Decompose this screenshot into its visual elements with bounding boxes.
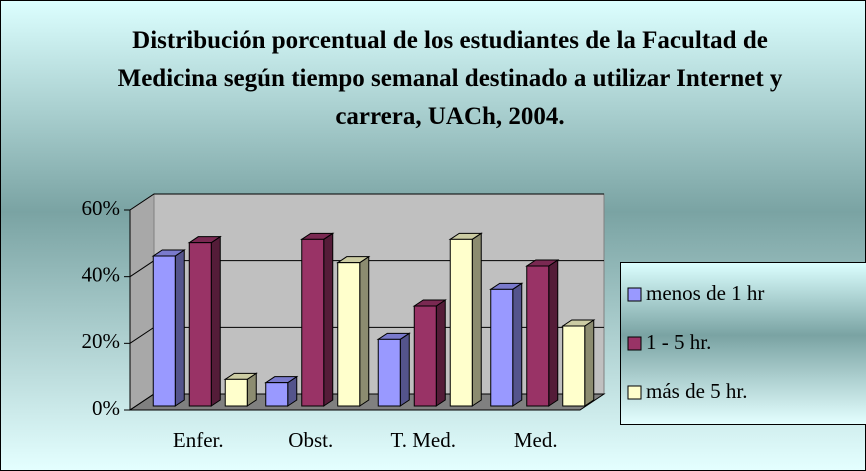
bar-side bbox=[435, 299, 446, 407]
bar bbox=[412, 299, 447, 407]
bar-front bbox=[188, 242, 212, 407]
legend-box bbox=[620, 262, 866, 425]
bar-front bbox=[562, 325, 586, 407]
x-tick-label: Enfer. bbox=[173, 428, 224, 452]
bar bbox=[187, 235, 222, 407]
bar bbox=[300, 232, 335, 407]
y-tick-label: 20% bbox=[82, 329, 121, 353]
y-tick-label: 60% bbox=[82, 196, 121, 220]
bar-front bbox=[413, 305, 437, 407]
legend-label: más de 5 hr. bbox=[646, 379, 747, 403]
bar-side bbox=[174, 249, 185, 407]
bar-side bbox=[359, 255, 370, 407]
bar-front bbox=[449, 238, 473, 407]
bar bbox=[336, 255, 371, 407]
bar-front bbox=[490, 288, 514, 407]
bar-front bbox=[224, 378, 248, 407]
x-tick-label: Med. bbox=[514, 428, 558, 452]
bar-side bbox=[323, 232, 334, 407]
bar bbox=[561, 319, 596, 407]
bar-front bbox=[301, 238, 325, 407]
bar-front bbox=[152, 255, 176, 407]
legend-swatch bbox=[627, 336, 642, 351]
legend-swatch bbox=[627, 385, 642, 400]
bar-front bbox=[337, 262, 361, 407]
y-tick-label: 0% bbox=[92, 396, 120, 420]
x-tick-label: Obst. bbox=[288, 428, 333, 452]
bar-front bbox=[265, 382, 289, 407]
bar bbox=[376, 332, 411, 407]
bar bbox=[489, 282, 524, 407]
legend-label: menos de 1 hr bbox=[646, 281, 764, 305]
bar-side bbox=[512, 282, 523, 407]
bar-side bbox=[399, 332, 410, 407]
bar-side bbox=[471, 232, 482, 407]
bar bbox=[264, 375, 299, 407]
bar-side bbox=[584, 319, 595, 407]
bar bbox=[448, 232, 483, 407]
bar-side bbox=[548, 259, 559, 407]
legend-swatch bbox=[627, 287, 642, 302]
grid-line bbox=[129, 193, 604, 211]
y-tick-label: 40% bbox=[82, 262, 121, 286]
bar-side bbox=[210, 235, 221, 407]
bar bbox=[223, 372, 258, 407]
bar-front bbox=[377, 338, 401, 407]
bar bbox=[525, 259, 560, 407]
chart-title: Distribución porcentual de los estudiant… bbox=[117, 27, 783, 130]
bar-front bbox=[526, 265, 550, 407]
side-wall bbox=[129, 193, 155, 411]
legend-label: 1 - 5 hr. bbox=[646, 330, 711, 354]
x-tick-label: T. Med. bbox=[390, 428, 456, 452]
bar bbox=[151, 249, 186, 407]
